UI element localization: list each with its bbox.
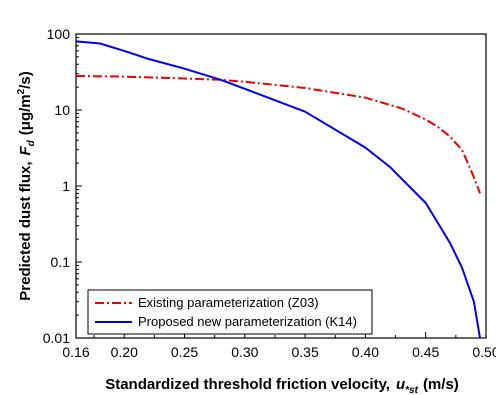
series-layer (75, 40, 481, 339)
x-tick-label-3: 0.30 (231, 344, 258, 360)
x-axis-title: Standardized threshold friction velocity… (105, 376, 459, 395)
x-tick-label-1: 0.20 (111, 344, 138, 360)
y-tick-label-3: 10 (54, 102, 70, 118)
tick-labels: 0.16 0.20 0.25 0.30 0.35 0.40 0.45 0.50 0.01 0.1 1… (43, 26, 496, 360)
y-tick-label-4: 100 (47, 26, 71, 42)
x-tick-label-7: 0.50 (472, 344, 496, 360)
y-tick-label-2: 1 (62, 178, 70, 194)
axis-ticks (75, 33, 487, 339)
x-tick-label-6: 0.45 (412, 344, 439, 360)
x-tick-label-0: 0.16 (62, 344, 89, 360)
y-tick-label-1: 0.1 (51, 254, 71, 270)
x-tick-label-5: 0.40 (352, 344, 379, 360)
series-line-0 (75, 75, 481, 194)
legend-label-z03: Existing parameterization (Z03) (138, 295, 319, 310)
x-tick-label-4: 0.35 (291, 344, 318, 360)
x-tick-label-2: 0.25 (171, 344, 198, 360)
y-tick-label-0: 0.01 (43, 330, 70, 346)
y-axis-title: Predicted dust flux,Fd(μg/m2/s) (16, 71, 37, 300)
legend-label-k14: Proposed new parameterization (K14) (138, 314, 357, 329)
legend-box (87, 289, 373, 335)
series-line-1 (75, 40, 481, 339)
legend: Existing parameterization (Z03) Proposed… (87, 289, 373, 335)
